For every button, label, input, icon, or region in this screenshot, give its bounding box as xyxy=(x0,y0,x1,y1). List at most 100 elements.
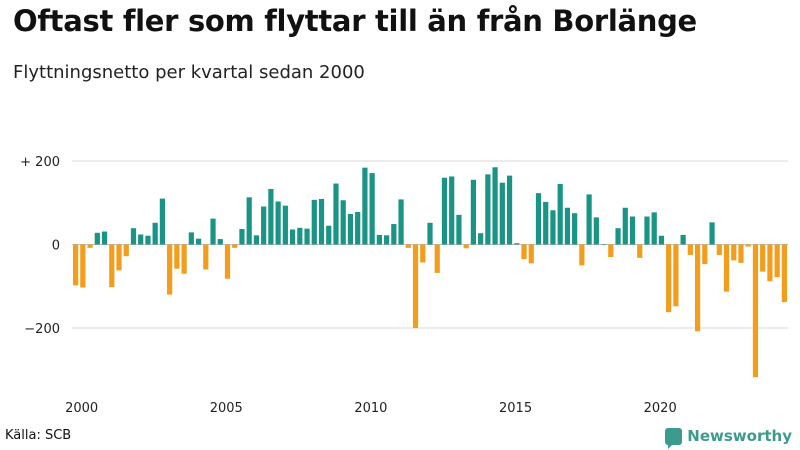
bar xyxy=(333,183,339,245)
y-tick-label: −200 xyxy=(24,322,60,337)
bar xyxy=(694,244,701,332)
bar xyxy=(441,177,448,245)
bar xyxy=(224,244,231,279)
bar xyxy=(781,244,787,303)
bar xyxy=(774,244,780,278)
bar xyxy=(369,173,375,245)
bar xyxy=(268,188,274,245)
brand-name: Newsworthy xyxy=(687,427,792,445)
bar xyxy=(564,207,571,245)
source-note: Källa: SCB xyxy=(5,428,72,443)
bar xyxy=(478,233,484,245)
speech-bubble-chart-icon xyxy=(665,427,683,449)
bar xyxy=(101,231,108,245)
bar xyxy=(145,235,151,245)
bar xyxy=(188,232,194,245)
bar xyxy=(731,244,737,261)
bar xyxy=(109,244,115,288)
bar xyxy=(73,244,79,286)
bar xyxy=(391,224,397,245)
bar xyxy=(297,227,303,245)
bar xyxy=(275,201,281,245)
bar xyxy=(499,182,505,245)
x-tick-label: 2010 xyxy=(354,401,387,416)
bar xyxy=(687,244,693,255)
bar xyxy=(427,222,433,245)
y-tick-label: + 200 xyxy=(20,155,60,170)
bar xyxy=(203,244,209,270)
bar xyxy=(637,244,643,258)
chart-subtitle: Flyttningsnetto per kvartal sedan 2000 xyxy=(13,62,365,83)
bar xyxy=(760,244,766,272)
bar xyxy=(456,214,462,245)
bar xyxy=(152,222,158,245)
bar xyxy=(138,234,144,245)
bar xyxy=(579,244,585,266)
x-tick-label: 2020 xyxy=(644,401,677,416)
bar xyxy=(593,217,599,245)
bar xyxy=(326,225,332,245)
bar xyxy=(87,244,93,248)
bar xyxy=(232,244,238,248)
bar xyxy=(174,244,180,269)
bar xyxy=(767,244,773,282)
bar xyxy=(116,244,122,271)
bar xyxy=(745,244,751,247)
bar xyxy=(644,216,650,245)
bar xyxy=(340,200,346,245)
bar xyxy=(521,244,527,260)
bar xyxy=(673,244,679,307)
bar xyxy=(355,211,361,245)
bar xyxy=(557,183,563,245)
bar xyxy=(709,222,715,245)
bar xyxy=(253,235,260,245)
bar xyxy=(384,235,390,245)
bar xyxy=(651,212,657,245)
bar xyxy=(159,198,166,245)
bar xyxy=(680,234,686,245)
bar xyxy=(94,232,100,245)
bar xyxy=(217,239,223,245)
bar xyxy=(434,244,440,273)
bar xyxy=(311,199,317,245)
bar xyxy=(666,244,672,313)
bar xyxy=(752,244,759,378)
bar xyxy=(615,228,621,245)
bar xyxy=(506,175,513,245)
bar xyxy=(514,243,520,245)
bar xyxy=(658,235,665,245)
bar xyxy=(261,206,267,245)
bar xyxy=(304,228,310,245)
bar xyxy=(246,197,252,245)
bar xyxy=(167,244,173,295)
bar xyxy=(463,244,469,249)
bar xyxy=(586,194,592,245)
bar xyxy=(412,244,419,328)
bar xyxy=(716,244,722,255)
bar xyxy=(543,201,549,245)
x-tick-label: 2005 xyxy=(210,401,243,416)
bar xyxy=(535,193,542,245)
bar xyxy=(347,214,354,245)
bar xyxy=(485,174,491,245)
x-tick-label: 2015 xyxy=(499,401,532,416)
bar xyxy=(289,229,296,245)
bar xyxy=(528,244,534,264)
bar xyxy=(80,244,86,288)
bar xyxy=(195,238,202,245)
brand-logo: Newsworthy xyxy=(665,425,792,449)
bar xyxy=(282,205,288,245)
bar xyxy=(405,244,411,248)
bar xyxy=(738,244,744,263)
bar xyxy=(210,218,216,245)
chart-title: Oftast fler som flyttar till än från Bor… xyxy=(13,4,697,38)
bar xyxy=(622,207,628,245)
bar xyxy=(318,198,325,245)
bar xyxy=(123,244,129,257)
bar xyxy=(629,216,636,245)
bar xyxy=(398,199,404,245)
bar xyxy=(376,234,382,245)
bar xyxy=(239,229,245,245)
bar xyxy=(130,228,137,245)
